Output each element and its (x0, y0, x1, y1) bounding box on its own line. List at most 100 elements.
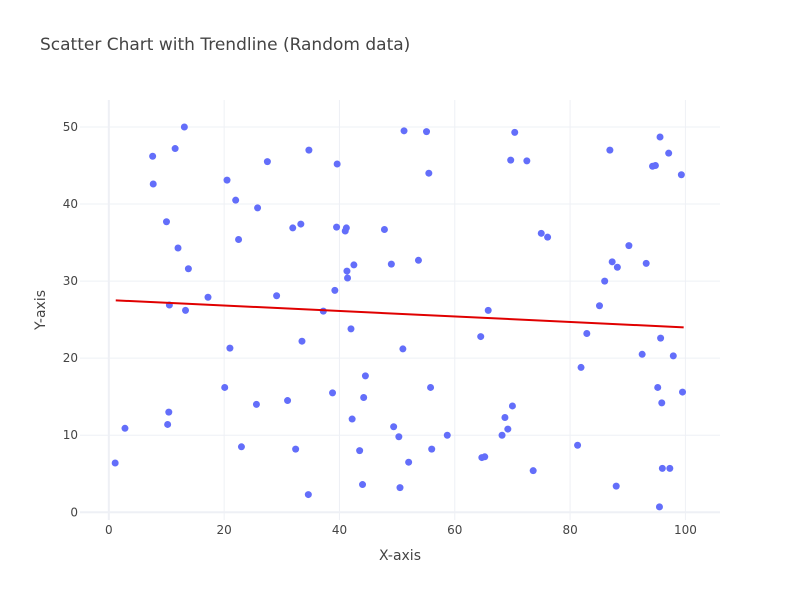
data-point[interactable] (608, 258, 616, 266)
data-point[interactable] (254, 204, 262, 212)
data-point[interactable] (162, 218, 170, 226)
data-point[interactable] (399, 345, 407, 353)
data-point[interactable] (658, 399, 666, 407)
data-point[interactable] (654, 383, 662, 391)
data-point[interactable] (360, 393, 368, 401)
data-point[interactable] (289, 224, 297, 232)
data-point[interactable] (508, 402, 516, 410)
data-point[interactable] (625, 242, 633, 250)
data-point[interactable] (666, 464, 674, 472)
data-point[interactable] (182, 306, 190, 314)
data-point[interactable] (427, 383, 435, 391)
data-point[interactable] (606, 146, 614, 154)
data-point[interactable] (350, 261, 358, 269)
x-tick-label: 100 (674, 523, 697, 537)
data-point[interactable] (574, 441, 582, 449)
data-point[interactable] (344, 274, 352, 282)
data-point[interactable] (347, 325, 355, 333)
data-point[interactable] (329, 389, 337, 397)
data-point[interactable] (423, 128, 431, 136)
data-point[interactable] (121, 424, 129, 432)
data-point[interactable] (395, 433, 403, 441)
data-point[interactable] (677, 171, 685, 179)
data-point[interactable] (252, 400, 260, 408)
data-point[interactable] (529, 467, 537, 475)
data-point[interactable] (298, 337, 306, 345)
data-point[interactable] (658, 464, 666, 472)
data-point[interactable] (656, 133, 664, 141)
data-point[interactable] (165, 408, 173, 416)
data-point[interactable] (149, 180, 157, 188)
data-point[interactable] (223, 176, 231, 184)
data-point[interactable] (477, 333, 485, 341)
data-point[interactable] (305, 146, 313, 154)
data-point[interactable] (655, 503, 663, 511)
data-point[interactable] (595, 302, 603, 310)
data-point[interactable] (184, 265, 192, 273)
data-point[interactable] (111, 459, 119, 467)
data-point[interactable] (292, 445, 300, 453)
data-point[interactable] (343, 267, 351, 275)
data-point[interactable] (235, 235, 243, 243)
data-point[interactable] (221, 383, 229, 391)
data-point[interactable] (284, 397, 292, 405)
data-point[interactable] (149, 152, 157, 160)
data-point[interactable] (642, 259, 650, 267)
data-point[interactable] (601, 277, 609, 285)
data-point[interactable] (428, 445, 436, 453)
data-point[interactable] (651, 162, 659, 170)
data-point[interactable] (359, 481, 367, 489)
data-point[interactable] (414, 256, 422, 264)
data-point[interactable] (380, 225, 388, 233)
data-point[interactable] (387, 260, 395, 268)
data-point[interactable] (507, 156, 515, 164)
data-point[interactable] (544, 233, 552, 241)
data-point[interactable] (669, 352, 677, 360)
data-point[interactable] (333, 223, 341, 231)
data-point[interactable] (511, 128, 519, 136)
data-point[interactable] (333, 160, 341, 168)
data-point[interactable] (638, 350, 646, 358)
data-point[interactable] (304, 491, 312, 499)
data-point[interactable] (657, 334, 665, 342)
data-point[interactable] (498, 431, 506, 439)
data-point[interactable] (348, 415, 356, 423)
data-point[interactable] (613, 263, 621, 271)
data-point[interactable] (263, 158, 271, 166)
data-point[interactable] (583, 330, 591, 338)
data-point[interactable] (273, 292, 281, 300)
data-point[interactable] (396, 484, 404, 492)
data-point[interactable] (204, 293, 212, 301)
data-point[interactable] (361, 372, 369, 380)
data-point[interactable] (484, 306, 492, 314)
data-point[interactable] (180, 123, 188, 131)
data-point[interactable] (297, 220, 305, 228)
data-point[interactable] (679, 388, 687, 396)
data-point[interactable] (331, 286, 339, 294)
data-point[interactable] (443, 431, 451, 439)
data-point[interactable] (577, 363, 585, 371)
data-point[interactable] (400, 127, 408, 135)
points-layer (111, 123, 687, 511)
data-point[interactable] (612, 482, 620, 490)
data-point[interactable] (504, 425, 512, 433)
data-point[interactable] (342, 224, 350, 232)
data-point[interactable] (390, 423, 398, 431)
data-point[interactable] (665, 149, 673, 157)
data-point[interactable] (232, 196, 240, 204)
data-point[interactable] (174, 244, 182, 252)
y-tick-label: 30 (63, 274, 78, 288)
data-point[interactable] (425, 169, 433, 177)
data-point[interactable] (523, 157, 531, 165)
x-tick-label: 0 (105, 523, 113, 537)
data-point[interactable] (537, 229, 545, 237)
data-point[interactable] (356, 447, 364, 455)
data-point[interactable] (481, 453, 489, 461)
data-point[interactable] (405, 458, 413, 466)
data-point[interactable] (171, 145, 179, 153)
data-point[interactable] (164, 420, 172, 428)
data-point[interactable] (501, 414, 509, 422)
data-point[interactable] (226, 344, 234, 352)
data-point[interactable] (237, 443, 245, 451)
